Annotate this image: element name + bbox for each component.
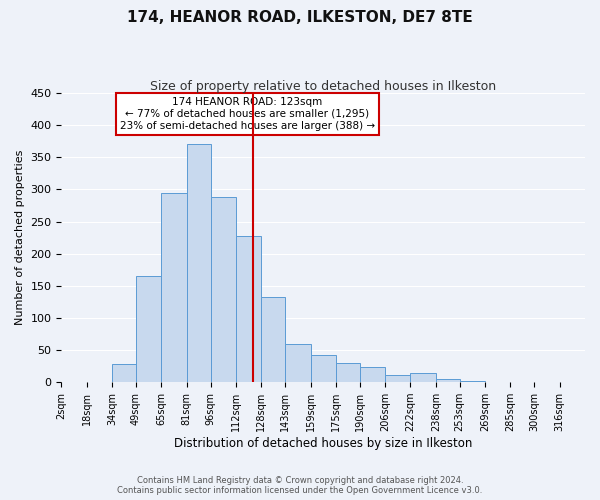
Bar [410, 373, 436, 382]
Bar [262, 296, 285, 382]
Title: Size of property relative to detached houses in Ilkeston: Size of property relative to detached ho… [150, 80, 496, 93]
Text: 174, HEANOR ROAD, ILKESTON, DE7 8TE: 174, HEANOR ROAD, ILKESTON, DE7 8TE [127, 10, 473, 25]
Text: 174 HEANOR ROAD: 123sqm
← 77% of detached houses are smaller (1,295)
23% of semi: 174 HEANOR ROAD: 123sqm ← 77% of detache… [120, 98, 375, 130]
Bar [385, 374, 410, 382]
X-axis label: Distribution of detached houses by size in Ilkeston: Distribution of detached houses by size … [174, 437, 472, 450]
Bar [359, 367, 385, 382]
Bar [436, 379, 460, 382]
Text: Contains HM Land Registry data © Crown copyright and database right 2024.
Contai: Contains HM Land Registry data © Crown c… [118, 476, 482, 495]
Bar [187, 144, 211, 382]
Bar [161, 192, 187, 382]
Bar [285, 344, 311, 382]
Y-axis label: Number of detached properties: Number of detached properties [15, 150, 25, 326]
Bar [211, 197, 236, 382]
Bar [112, 364, 136, 382]
Bar [136, 276, 161, 382]
Bar [236, 236, 262, 382]
Bar [336, 363, 359, 382]
Bar [311, 355, 336, 382]
Bar [460, 381, 485, 382]
